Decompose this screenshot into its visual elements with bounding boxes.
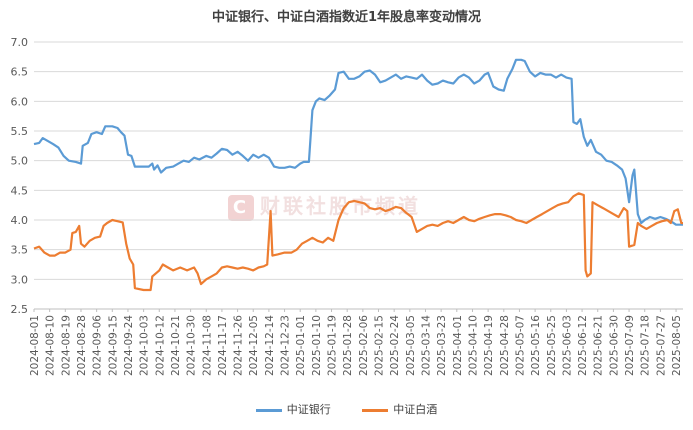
x-tick-label: 2025-05-25 — [546, 315, 558, 376]
x-tick-label: 2024-10-03 — [139, 315, 151, 376]
x-tick-label: 2025-01-28 — [342, 315, 354, 376]
x-tick-label: 2024-12-05 — [248, 315, 260, 376]
x-tick-label: 2025-01-01 — [295, 315, 307, 376]
chart-title: 中证银行、中证白酒指数近1年股息率变动情况 — [211, 10, 482, 25]
x-tick-label: 2024-08-19 — [60, 315, 72, 376]
watermark: C 财联社股市频道 — [228, 190, 421, 221]
y-tick-label: 7.0 — [11, 36, 29, 49]
watermark-text: 财联社股市频道 — [260, 194, 421, 218]
x-axis: 2024-08-01 2024-08-10 2024-08-19 2024-08-28… — [29, 309, 683, 376]
x-tick-label: 2024-11-08 — [201, 315, 213, 376]
legend-item-bank: 中证银行 — [255, 401, 331, 417]
legend-label-bank: 中证银行 — [286, 403, 331, 416]
x-tick-label: 2025-06-30 — [608, 315, 620, 376]
x-tick-label: 2025-07-09 — [624, 315, 636, 376]
x-tick-label: 2025-06-12 — [577, 315, 589, 376]
x-tick-label: 2025-02-15 — [374, 315, 386, 376]
legend-swatch-liquor — [362, 408, 389, 412]
x-tick-label: 2025-03-14 — [420, 315, 432, 376]
x-tick-label: 2025-05-16 — [530, 315, 542, 376]
y-tick-label: 4.0 — [11, 214, 29, 227]
x-tick-label: 2025-08-05 — [671, 315, 683, 376]
x-tick-label: 2025-01-19 — [327, 315, 339, 376]
x-tick-label: 2024-08-28 — [76, 315, 88, 376]
x-tick-label: 2024-10-30 — [186, 315, 198, 376]
x-tick-label: 2025-04-28 — [499, 315, 511, 376]
gridlines — [34, 41, 683, 310]
y-axis: 7.0 6.5 6.0 5.5 5.0 4.5 4.0 3.5 3.0 2.5 — [11, 36, 29, 316]
y-tick-label: 6.5 — [11, 66, 29, 79]
series-line-liquor — [33, 192, 683, 292]
x-tick-label: 2024-12-23 — [280, 315, 292, 376]
x-tick-label: 2025-04-10 — [467, 315, 479, 376]
y-tick-label: 6.0 — [11, 95, 29, 108]
y-tick-label: 3.5 — [11, 244, 29, 257]
x-tick-label: 2025-04-19 — [483, 315, 495, 376]
x-tick-label: 2025-07-27 — [655, 315, 667, 376]
legend-label-liquor: 中证白酒 — [393, 403, 438, 416]
x-tick-label: 2025-02-24 — [389, 315, 401, 376]
x-tick-label: 2024-10-21 — [170, 315, 182, 376]
watermark-logo-icon: C — [228, 194, 254, 221]
x-tick-label: 2025-02-06 — [358, 315, 370, 376]
y-tick-label: 5.0 — [11, 155, 29, 168]
legend: 中证银行 中证白酒 — [0, 401, 693, 417]
y-tick-label: 5.5 — [11, 125, 29, 138]
x-tick-label: 2024-11-17 — [217, 315, 229, 376]
x-tick-label: 2025-03-23 — [436, 315, 448, 376]
y-tick-label: 3.0 — [11, 273, 29, 286]
x-tick-label: 2024-09-24 — [123, 315, 135, 376]
x-tick-label: 2024-09-06 — [92, 315, 104, 376]
x-tick-label: 2024-12-14 — [264, 315, 276, 376]
x-tick-label: 2024-10-12 — [154, 315, 166, 376]
x-tick-label: 2025-06-03 — [561, 315, 573, 376]
x-tick-label: 2025-05-07 — [514, 315, 526, 376]
series-line-bank — [33, 58, 683, 226]
x-tick-label: 2025-01-10 — [311, 315, 323, 376]
series-lines — [33, 58, 683, 292]
x-tick-label: 2024-11-26 — [233, 315, 245, 376]
y-tick-label: 2.5 — [11, 303, 29, 316]
x-tick-label: 2025-06-21 — [593, 315, 605, 376]
y-tick-label: 4.5 — [11, 184, 29, 197]
x-tick-label: 2024-08-01 — [29, 315, 41, 376]
x-tick-label: 2025-07-18 — [640, 315, 652, 376]
legend-swatch-bank — [255, 408, 282, 412]
x-tick-label: 2024-08-10 — [45, 315, 57, 376]
x-tick-label: 2025-04-01 — [452, 315, 464, 376]
x-tick-label: 2025-03-05 — [405, 315, 417, 376]
legend-item-liquor: 中证白酒 — [362, 401, 437, 417]
x-tick-label: 2024-09-15 — [107, 315, 119, 376]
